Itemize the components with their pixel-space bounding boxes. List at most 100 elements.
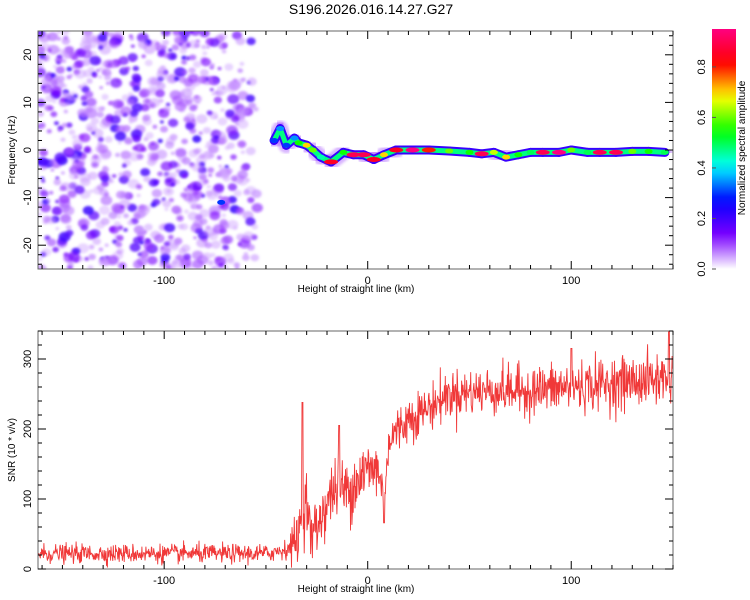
noise-blob [148, 141, 160, 151]
noise-blob [45, 198, 51, 203]
noise-blob [246, 37, 256, 46]
noise-blob [181, 69, 188, 75]
noise-blob [54, 152, 67, 163]
ridge-point [514, 152, 523, 158]
x-tick-label: 100 [562, 275, 580, 287]
noise-blob [79, 177, 91, 187]
y-tick-label: 20 [22, 49, 34, 61]
noise-blob [67, 190, 77, 198]
noise-blob [243, 251, 249, 256]
noise-blob [181, 244, 191, 253]
noise-blob [233, 225, 238, 230]
noise-blob [139, 88, 151, 98]
noise-blob [84, 256, 90, 261]
snr-y-axis-label: SNR (10 * v/v) [7, 418, 18, 482]
noise-blob [66, 66, 73, 72]
noise-blob [63, 84, 68, 88]
ridge-point [302, 142, 311, 148]
noise-blob [211, 91, 217, 96]
noise-blob [144, 223, 153, 231]
noise-blob [157, 138, 163, 144]
noise-blob [181, 55, 187, 60]
noise-blob [218, 169, 230, 179]
colorbar-tick-label: 0.0 [696, 261, 708, 276]
noise-blob [55, 66, 65, 74]
noise-blob [251, 203, 263, 213]
noise-blob [109, 225, 120, 234]
noise-blob [173, 35, 185, 44]
noise-blob [143, 204, 151, 212]
noise-blob [50, 80, 58, 87]
noise-blob [63, 109, 69, 114]
noise-blob [163, 186, 175, 197]
noise-blob [132, 260, 144, 269]
noise-blob [209, 88, 214, 92]
noise-blob [247, 244, 255, 251]
noise-blob [209, 153, 215, 159]
noise-blob [114, 131, 127, 142]
noise-blob [203, 226, 216, 237]
spectrogram-noise-layer [38, 31, 263, 269]
x-tick-label: 100 [562, 575, 580, 587]
noise-blob [200, 57, 212, 67]
noise-blob [163, 106, 171, 113]
noise-blob [181, 157, 191, 165]
noise-blob [116, 234, 124, 242]
ridge-point [526, 149, 535, 155]
noise-blob [44, 104, 52, 111]
noise-blob [50, 111, 58, 118]
noise-blob [154, 234, 165, 243]
noise-blob [67, 260, 75, 267]
noise-blob [169, 242, 179, 251]
noise-blob [78, 84, 84, 90]
noise-blob [41, 179, 46, 183]
ridge-point [660, 149, 669, 155]
noise-blob [52, 99, 57, 104]
ridge-point [535, 149, 550, 155]
noise-blob [159, 120, 164, 124]
noise-blob [38, 125, 44, 131]
noise-blob [90, 51, 97, 57]
noise-blob [234, 122, 239, 126]
noise-blob [87, 265, 94, 269]
noise-blob [227, 257, 235, 265]
noise-blob [131, 73, 141, 81]
noise-blob [81, 58, 91, 67]
noise-blob [136, 193, 141, 198]
noise-blob [145, 238, 151, 243]
noise-blob [87, 66, 95, 73]
noise-blob [126, 66, 131, 70]
noise-blob [98, 247, 104, 252]
snr-series-line [38, 331, 673, 568]
noise-blob [61, 122, 68, 128]
noise-blob [147, 85, 158, 94]
noise-blob [133, 213, 141, 220]
colorbar-tick-label: 0.2 [696, 211, 708, 226]
noise-blob [143, 241, 154, 251]
noise-blob [50, 86, 62, 96]
noise-blob [120, 106, 132, 116]
noise-blob [160, 65, 166, 70]
noise-blob [152, 179, 159, 186]
noise-blob [145, 132, 154, 139]
noise-blob [132, 146, 138, 151]
noise-blob [99, 86, 104, 90]
noise-blob [181, 59, 188, 65]
y-tick-label: 0 [22, 566, 34, 572]
noise-blob [221, 42, 229, 48]
noise-blob [65, 101, 71, 106]
noise-blob [115, 241, 123, 248]
noise-blob [52, 247, 59, 253]
noise-blob [176, 94, 187, 104]
noise-blob [155, 41, 160, 46]
noise-blob [118, 172, 124, 177]
noise-blob [102, 70, 108, 76]
noise-blob [183, 253, 192, 261]
noise-blob [174, 76, 180, 81]
noise-blob [138, 41, 148, 49]
ridge-point [445, 148, 454, 154]
noise-blob [160, 161, 173, 172]
noise-blob [220, 236, 230, 245]
noise-blob [212, 224, 225, 235]
